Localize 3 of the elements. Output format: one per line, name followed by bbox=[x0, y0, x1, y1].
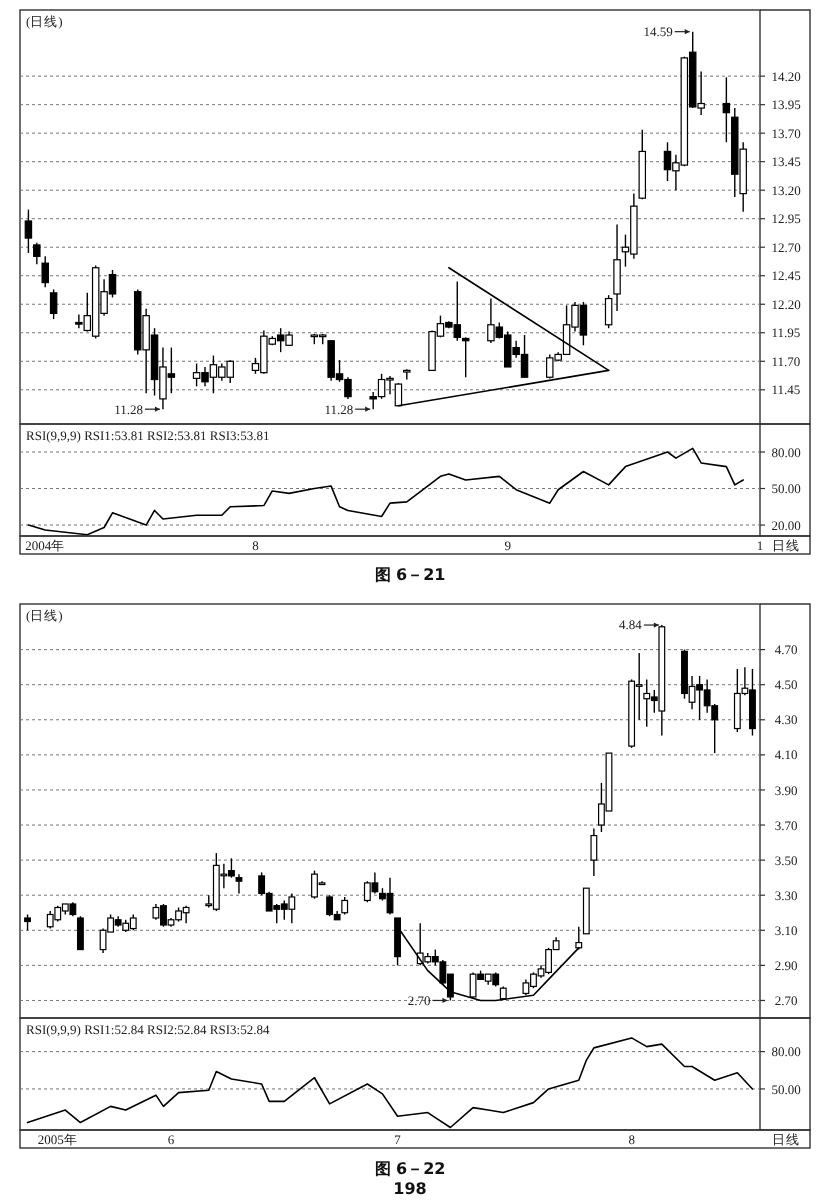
caption: 图 6－22 bbox=[374, 1160, 446, 1178]
caption: 图 6－21 bbox=[374, 566, 447, 584]
text: 198 bbox=[393, 1180, 428, 1198]
